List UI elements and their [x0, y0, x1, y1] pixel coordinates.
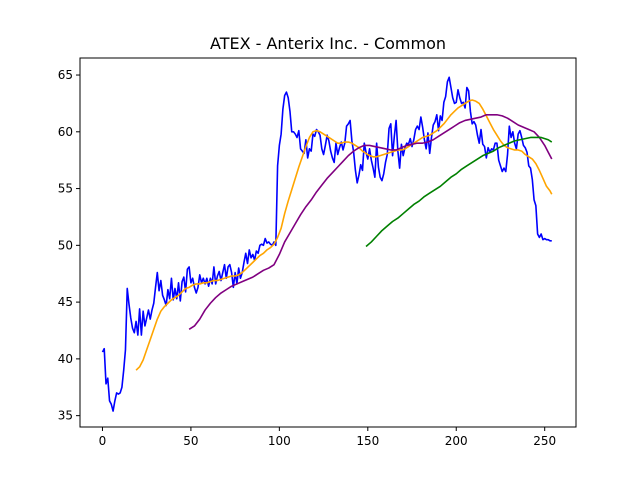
x-tick-label: 50 [183, 434, 198, 448]
y-tick-label: 50 [58, 238, 73, 252]
y-axis: 35 40 45 50 55 60 65 [58, 68, 80, 423]
y-tick-label: 45 [58, 295, 73, 309]
y-tick-label: 65 [58, 68, 73, 82]
y-tick-label: 40 [58, 352, 73, 366]
series-layer [101, 76, 553, 412]
y-tick-label: 60 [58, 125, 73, 139]
series-line-4 [365, 136, 553, 248]
x-tick-label: 250 [533, 434, 556, 448]
x-tick-label: 0 [99, 434, 107, 448]
y-tick-label: 35 [58, 409, 73, 423]
series-line-2 [135, 99, 553, 371]
plot-frame [79, 57, 577, 428]
y-tick-label: 55 [58, 182, 73, 196]
x-tick-label: 100 [268, 434, 291, 448]
x-axis: 0 50 100 150 200 250 [99, 427, 556, 448]
x-tick-label: 150 [356, 434, 379, 448]
chart-title: ATEX - Anterix Inc. - Common [210, 34, 446, 53]
series-line-3 [188, 113, 553, 331]
series-line-1 [101, 76, 552, 412]
x-tick-label: 200 [445, 434, 468, 448]
